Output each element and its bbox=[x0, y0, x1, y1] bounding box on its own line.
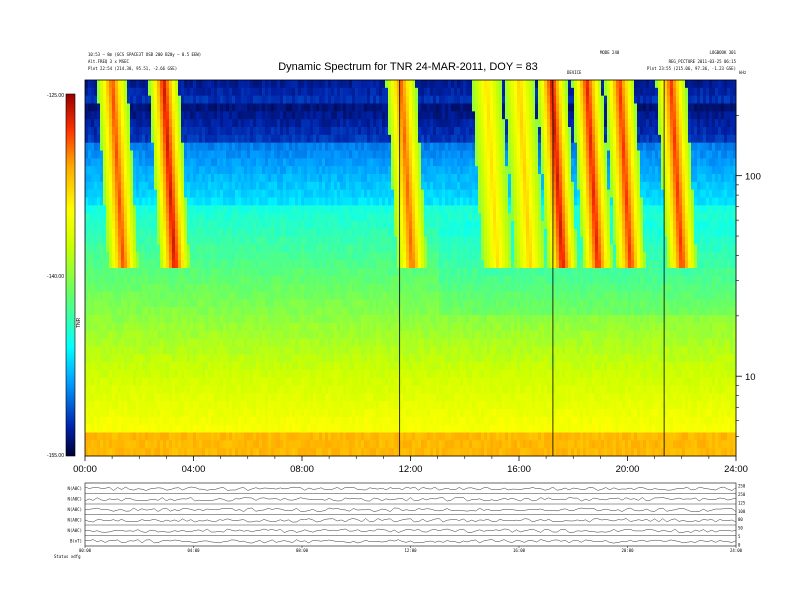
panel-trace-2 bbox=[84, 507, 737, 512]
panel-right-tick-0: 250 bbox=[738, 484, 746, 489]
info-left-3: Plot 22:54 (214.38, 95.51, -2.66 GSE) bbox=[88, 66, 177, 71]
y-tick-label-100: 100 bbox=[745, 172, 761, 183]
panel-trace-4 bbox=[84, 528, 737, 533]
info-left-2: Alt.FREQ 3 x MSEC bbox=[88, 59, 130, 64]
panel-label-4: N(A0C) bbox=[68, 528, 82, 533]
colorbar-label: TNR bbox=[76, 317, 82, 328]
info-right-2: REG_PICTURE 2011-03-25 06:15 bbox=[669, 59, 737, 64]
x-tick-label-5: 20:00 bbox=[616, 464, 640, 475]
marker-label: DEVICE bbox=[567, 70, 582, 75]
x-tick-label-0: 00:00 bbox=[73, 464, 97, 475]
top-right-axis-label: kHz bbox=[739, 70, 747, 75]
panel-right-tick-4: 80 bbox=[738, 517, 743, 522]
x-tick-label-2: 08:00 bbox=[290, 464, 314, 475]
bottom-panels: N(A0C) N(A0C) N(A0C) N(A0C) N(A0C) B(nT) 250 25… bbox=[68, 482, 746, 553]
x-tick-label-1: 04:00 bbox=[182, 464, 206, 475]
spectrogram-panel bbox=[85, 80, 737, 457]
panel-right-tick-1: 250 bbox=[738, 492, 746, 497]
y-tick-label-10: 10 bbox=[745, 372, 756, 383]
panel-label-5: B(nT) bbox=[70, 538, 82, 543]
x-tick-label-4: 16:00 bbox=[507, 464, 531, 475]
panel-trace-1 bbox=[84, 497, 737, 502]
x-tick-label-3: 12:00 bbox=[399, 464, 423, 475]
panel-x-tick-label-1: 04:00 bbox=[187, 548, 200, 553]
time-axis: 00:00 04:00 08:00 12:00 16:00 20:00 24:00 bbox=[73, 456, 748, 475]
colorbar bbox=[65, 93, 76, 457]
panel-x-tick-label-3: 12:00 bbox=[404, 548, 417, 553]
panel-trace-0 bbox=[84, 486, 737, 491]
panel-label-1: N(A0C) bbox=[68, 496, 82, 501]
x-tick-label-6: 24:00 bbox=[724, 464, 748, 475]
panel-label-0: N(A0C) bbox=[68, 486, 82, 491]
frequency-axis: 10 100 bbox=[736, 115, 761, 437]
panel-right-tick-2: 125 bbox=[738, 500, 746, 505]
panel-x-tick-label-0: 00:00 bbox=[79, 548, 92, 553]
panel-right-tick-5: 50 bbox=[738, 526, 743, 531]
vertical-markers bbox=[399, 80, 665, 456]
panel-label-2: N(A0C) bbox=[68, 507, 82, 512]
panel-trace-3 bbox=[84, 518, 737, 523]
info-right-3: Plot 23:55 (215.06, 97.36, -1.23 GSE) bbox=[647, 66, 736, 71]
chart-title: Dynamic Spectrum for TNR 24-MAR-2011, DO… bbox=[278, 61, 538, 73]
panel-label-3: N(A0C) bbox=[68, 517, 82, 522]
panel-right-tick-6: 5 bbox=[738, 534, 741, 539]
panel-x-tick-label-2: 08:00 bbox=[296, 548, 309, 553]
footer-status: Status xdfg bbox=[54, 554, 81, 559]
colorbar-tick-top: -125.00 bbox=[47, 93, 64, 99]
info-left-1: 10:53 – 8m (GCS SPACE3T OSB 200 B20y – 0… bbox=[88, 52, 201, 57]
panel-right-tick-3: 100 bbox=[738, 509, 746, 514]
panel-x-tick-label-6: 24:00 bbox=[730, 548, 743, 553]
panel-x-tick-label-4: 16:00 bbox=[513, 548, 526, 553]
panel-x-tick-label-5: 20:00 bbox=[621, 548, 634, 553]
info-mid: MODE 240 bbox=[600, 50, 620, 55]
panel-trace-5 bbox=[84, 539, 737, 544]
panel-right-tick-7: 0 bbox=[738, 543, 741, 548]
info-right-1: LOGBOOK 301 bbox=[710, 50, 737, 55]
colorbar-tick-mid: -140.00 bbox=[47, 274, 64, 280]
colorbar-tick-bottom: -155.00 bbox=[47, 453, 64, 459]
